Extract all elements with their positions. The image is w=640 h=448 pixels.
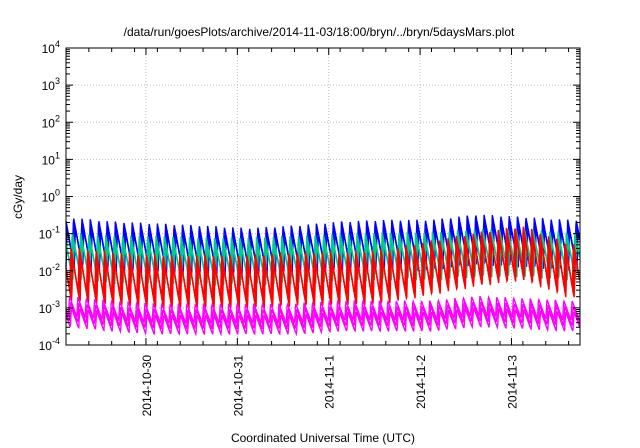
- series-line: [65, 294, 581, 325]
- y-tick-label: 102: [42, 113, 60, 130]
- y-tick-label: 10-1: [39, 225, 60, 242]
- x-axis: 2014-10-30 2014-10-31 2014-11-1 2014-11-2 20…: [88, 48, 570, 417]
- x-tick-label: 2014-11-2: [414, 355, 428, 409]
- series-group: [65, 214, 581, 337]
- y-tick-label: 10-2: [39, 262, 60, 279]
- x-tick-label: 2014-10-31: [231, 355, 245, 417]
- y-axis-label: cGy/day: [11, 175, 25, 219]
- series-line: [65, 226, 581, 299]
- y-axis: 104 103 102 101 100 10-1 10-2 10-3 10-4: [39, 39, 580, 353]
- y-tick-label: 103: [42, 76, 60, 93]
- x-tick-label: 2014-11-1: [323, 355, 337, 409]
- y-tick-label: 10-3: [39, 299, 60, 316]
- y-tick-label: 10-4: [39, 336, 60, 353]
- x-axis-label: Coordinated Universal Time (UTC): [231, 431, 415, 445]
- x-tick-label: 2014-10-30: [140, 355, 154, 417]
- y-tick-label: 104: [42, 39, 60, 56]
- y-tick-label: 100: [42, 188, 60, 205]
- y-tick-label: 101: [42, 150, 60, 167]
- x-tick-label: 2014-11-3: [505, 355, 519, 409]
- series-line: [65, 306, 581, 337]
- chart-title: /data/run/goesPlots/archive/2014-11-03/1…: [124, 25, 515, 39]
- series-line: [65, 300, 581, 330]
